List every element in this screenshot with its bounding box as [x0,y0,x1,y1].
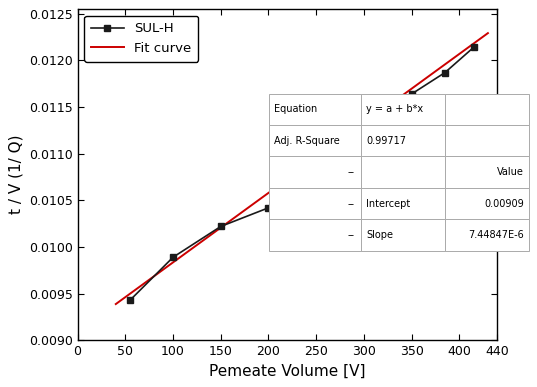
Bar [445,219,529,251]
X-axis label: Pemeate Volume [V]: Pemeate Volume [V] [209,364,366,378]
Text: --: -- [348,230,355,240]
Text: Value: Value [497,167,524,177]
Text: Equation: Equation [274,104,317,114]
Bar [361,125,445,156]
Bar [268,188,361,219]
Legend: SUL-H, Fit curve: SUL-H, Fit curve [84,16,198,62]
Bar [361,188,445,219]
Bar [361,94,445,125]
Bar [445,94,529,125]
Bar [268,156,361,188]
Text: Adj. R-Square: Adj. R-Square [274,136,339,146]
Bar [268,94,361,125]
Text: 0.00909: 0.00909 [484,199,524,209]
Text: y = a + b*x: y = a + b*x [366,104,423,114]
Y-axis label: t / V (1/ Q): t / V (1/ Q) [9,135,23,214]
Text: --: -- [348,167,355,177]
Bar [445,156,529,188]
Bar [361,219,445,251]
Bar [268,125,361,156]
Text: Intercept: Intercept [366,199,410,209]
Bar [445,188,529,219]
Bar [361,156,445,188]
Bar [268,219,361,251]
Text: --: -- [348,199,355,209]
Text: 0.99717: 0.99717 [366,136,406,146]
Bar [445,125,529,156]
Text: 7.44847E-6: 7.44847E-6 [468,230,524,240]
Text: Slope: Slope [366,230,393,240]
